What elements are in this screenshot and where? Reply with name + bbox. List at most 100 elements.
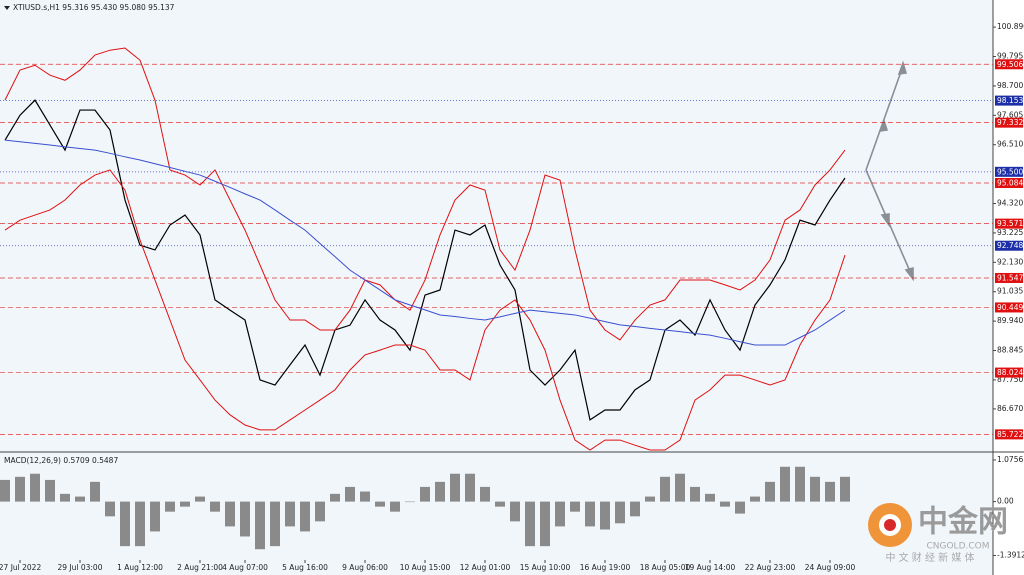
indicator-line bbox=[4, 169, 846, 451]
macd-bar bbox=[600, 501, 610, 530]
macd-bar bbox=[0, 479, 10, 502]
macd-bar bbox=[450, 473, 460, 502]
y-tick-label: 96.510 bbox=[997, 140, 1023, 149]
macd-bar bbox=[135, 501, 145, 547]
level-label: 91.547 bbox=[997, 273, 1023, 282]
y-tick-label: 99.795 bbox=[997, 52, 1023, 61]
macd-bar bbox=[690, 486, 700, 502]
level-tag bbox=[995, 166, 1023, 177]
macd-bar bbox=[480, 486, 490, 502]
macd-bar bbox=[630, 501, 640, 517]
macd-bar bbox=[405, 501, 415, 503]
macd-bar bbox=[780, 466, 790, 502]
macd-bar bbox=[660, 476, 670, 502]
macd-title: MACD(12,26,9) 0.5709 0.5487 bbox=[4, 456, 118, 465]
indicator-line bbox=[4, 47, 846, 341]
y-tick-label: 93.225 bbox=[997, 228, 1023, 237]
x-tick-label: 2 Aug 21:00 bbox=[177, 563, 223, 572]
macd-bar bbox=[510, 501, 520, 522]
level-tag bbox=[995, 272, 1023, 283]
macd-bar bbox=[810, 476, 820, 502]
level-label: 92.748 bbox=[997, 241, 1023, 250]
macd-bar bbox=[495, 501, 505, 507]
y-tick-label: 100.890 bbox=[997, 22, 1024, 31]
x-tick-label: 9 Aug 06:00 bbox=[342, 563, 388, 572]
level-label: 85.722 bbox=[997, 430, 1023, 439]
macd-bar bbox=[45, 479, 55, 502]
macd-bar bbox=[570, 501, 580, 512]
macd-bar bbox=[210, 501, 220, 512]
macd-bar bbox=[390, 501, 400, 512]
macd-bar bbox=[825, 481, 835, 502]
macd-bar bbox=[90, 481, 100, 502]
level-label: 97.332 bbox=[997, 118, 1023, 127]
x-tick-label: 4 Aug 07:00 bbox=[222, 563, 268, 572]
watermark-site: CNGOLD.COM bbox=[926, 542, 989, 552]
x-tick-label: 27 Jul 2022 bbox=[0, 563, 41, 572]
y-tick-label: 94.320 bbox=[997, 199, 1023, 208]
x-tick-label: 15 Aug 10:00 bbox=[520, 563, 571, 572]
price-line bbox=[4, 99, 846, 421]
y-tick-label: 92.130 bbox=[997, 257, 1023, 266]
y-tick-label: 86.670 bbox=[997, 404, 1023, 413]
x-tick-label: 18 Aug 05:00 bbox=[640, 563, 691, 572]
macd-bar bbox=[345, 486, 355, 502]
macd-bar bbox=[360, 491, 370, 502]
y-tick-label: 87.750 bbox=[997, 375, 1023, 384]
y-tick-label: 89.940 bbox=[997, 316, 1023, 325]
x-tick-label: 10 Aug 15:00 bbox=[400, 563, 451, 572]
macd-bar bbox=[330, 493, 340, 502]
level-tag bbox=[995, 117, 1023, 128]
macd-bar bbox=[705, 493, 715, 502]
macd-bar bbox=[60, 493, 70, 502]
level-tag bbox=[995, 302, 1023, 313]
level-tag bbox=[995, 240, 1023, 251]
macd-bar bbox=[180, 501, 190, 507]
macd-bar bbox=[525, 501, 535, 547]
macd-bar bbox=[300, 501, 310, 532]
macd-bar bbox=[315, 501, 325, 522]
plot-background bbox=[0, 0, 993, 575]
y-tick-label: 1.0756 bbox=[997, 455, 1023, 464]
macd-bar bbox=[30, 473, 40, 502]
macd-bar bbox=[240, 501, 250, 537]
y-tick-label: 97.605 bbox=[997, 110, 1023, 119]
macd-bar bbox=[435, 481, 445, 502]
x-tick-label: 29 Jul 03:00 bbox=[58, 563, 103, 572]
macd-bar bbox=[840, 476, 850, 502]
level-tag bbox=[995, 367, 1023, 378]
x-tick-label: 5 Aug 16:00 bbox=[282, 563, 328, 572]
symbol-marker bbox=[4, 6, 10, 10]
level-label: 88.024 bbox=[997, 368, 1023, 377]
macd-bar bbox=[420, 486, 430, 502]
macd-bar bbox=[675, 473, 685, 502]
level-tag bbox=[995, 95, 1023, 106]
macd-bar bbox=[195, 496, 205, 502]
chart-title: XTIUSD.s,H1 95.316 95.430 95.080 95.137 bbox=[13, 3, 175, 12]
macd-bar bbox=[285, 501, 295, 527]
watermark-logo-text: 中金网 bbox=[918, 505, 1008, 540]
macd-bar bbox=[720, 501, 730, 507]
level-tag bbox=[995, 59, 1023, 70]
level-label: 95.084 bbox=[997, 179, 1023, 188]
macd-bar bbox=[150, 501, 160, 532]
macd-bar bbox=[735, 501, 745, 514]
x-tick-label: 12 Aug 01:00 bbox=[460, 563, 511, 572]
arrow-head bbox=[878, 118, 889, 132]
watermark-tagline: 中 文 财 经 新 媒 体 bbox=[885, 551, 974, 564]
macd-bar bbox=[105, 501, 115, 517]
y-tick-label: 98.700 bbox=[997, 81, 1023, 90]
macd-bar bbox=[465, 473, 475, 502]
y-tick-label: 91.035 bbox=[997, 287, 1023, 296]
macd-bar bbox=[615, 501, 625, 524]
level-tag bbox=[995, 178, 1023, 189]
macd-bar bbox=[15, 476, 25, 502]
arrow-up bbox=[865, 65, 904, 171]
level-label: 99.506 bbox=[997, 60, 1023, 69]
macd-bar bbox=[270, 501, 280, 547]
x-tick-label: 22 Aug 23:00 bbox=[745, 563, 796, 572]
macd-bar bbox=[540, 501, 550, 547]
macd-bar bbox=[555, 501, 565, 527]
macd-bar bbox=[645, 496, 655, 502]
